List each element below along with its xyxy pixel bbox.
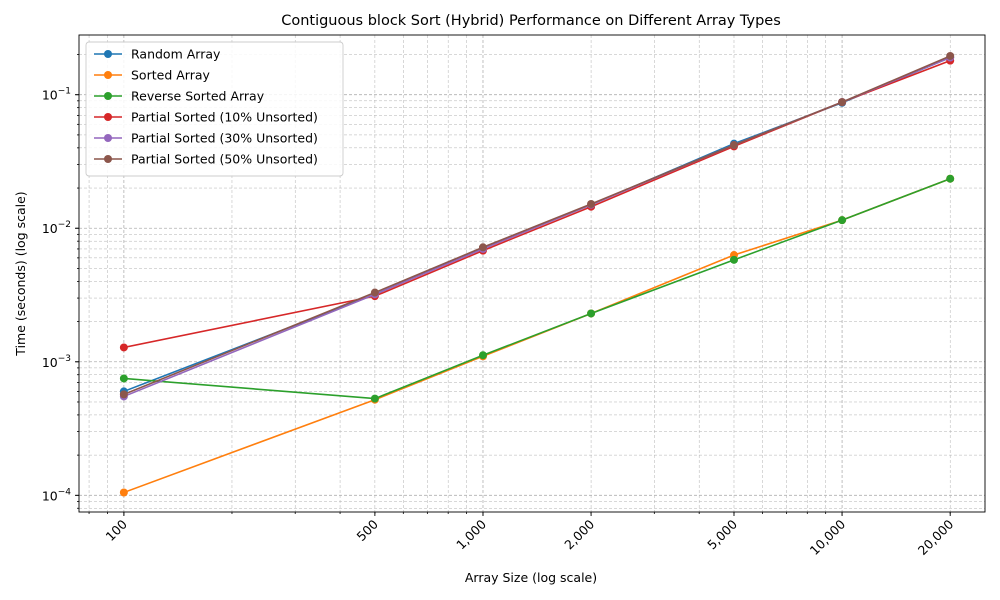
data-point	[370, 394, 379, 403]
data-point	[119, 374, 128, 383]
y-tick-label: 10−2	[42, 220, 71, 236]
legend-item-5: Partial Sorted (50% Unsorted)	[94, 152, 318, 167]
legend-marker	[104, 155, 112, 163]
legend-label: Random Array	[131, 47, 221, 62]
y-tick-exponent: −4	[58, 487, 72, 497]
data-point	[729, 141, 738, 150]
y-tick-base: 10	[42, 221, 58, 236]
legend-label: Reverse Sorted Array	[131, 89, 265, 104]
y-tick-exponent: −2	[58, 220, 71, 230]
legend-marker	[104, 92, 112, 100]
y-tick-base: 10	[42, 355, 58, 370]
x-axis-ticks: 100 500 1,000 2,000 5,000 10,000 20,000	[88, 512, 957, 558]
x-tick-label: 2,000	[561, 516, 597, 552]
series-2	[119, 174, 955, 403]
x-tick-label: 10,000	[807, 516, 849, 558]
data-point	[838, 98, 847, 107]
data-point	[838, 216, 847, 225]
legend-label: Sorted Array	[131, 68, 210, 83]
legend-marker	[104, 113, 112, 121]
y-tick-label: 10−1	[42, 87, 71, 103]
x-tick-label: 1,000	[453, 516, 489, 552]
x-tick-label: 100	[103, 516, 131, 544]
legend-box	[85, 41, 344, 177]
data-point	[587, 199, 596, 208]
data-point	[119, 390, 128, 399]
legend: Random Array Sorted Array Reverse Sorted A…	[85, 41, 344, 177]
legend-item-1: Sorted Array	[94, 68, 210, 83]
legend-item-2: Reverse Sorted Array	[94, 89, 265, 104]
legend-label: Partial Sorted (30% Unsorted)	[131, 131, 318, 146]
x-axis-label: Array Size (log scale)	[465, 570, 597, 585]
plot-series	[119, 51, 955, 497]
legend-label: Partial Sorted (50% Unsorted)	[131, 152, 318, 167]
plot-frame	[78, 34, 986, 513]
x-tick-label: 500	[354, 516, 382, 544]
legend-marker	[104, 71, 112, 79]
y-axis-label: Time (seconds) (log scale)	[13, 191, 28, 356]
series-line	[123, 177, 951, 400]
data-point	[946, 51, 955, 60]
legend-item-4: Partial Sorted (30% Unsorted)	[94, 131, 318, 146]
y-tick-exponent: −3	[58, 354, 71, 364]
y-tick-base: 10	[42, 488, 58, 503]
y-axis-ticks: 10−410−310−210−1	[42, 54, 79, 509]
data-point	[370, 288, 379, 297]
legend-item-3: Partial Sorted (10% Unsorted)	[94, 110, 318, 125]
data-point	[478, 243, 487, 252]
data-point	[946, 174, 955, 183]
series-1	[119, 174, 955, 497]
legend-item-0: Random Array	[94, 47, 221, 62]
data-point	[587, 309, 596, 318]
legend-label: Partial Sorted (10% Unsorted)	[131, 110, 318, 125]
y-tick-base: 10	[42, 88, 58, 103]
data-point	[729, 255, 738, 264]
x-tick-label: 5,000	[704, 516, 740, 552]
y-tick-exponent: −1	[58, 87, 71, 97]
data-point	[119, 343, 128, 352]
y-tick-label: 10−3	[42, 354, 71, 370]
grid	[79, 35, 985, 512]
y-tick-label: 10−4	[42, 487, 71, 503]
chart-title: Contiguous block Sort (Hybrid) Performan…	[281, 13, 781, 29]
data-point	[478, 351, 487, 360]
legend-marker	[104, 50, 112, 58]
series-5	[119, 51, 955, 399]
x-tick-label: 20,000	[915, 516, 957, 558]
data-point	[119, 488, 128, 497]
legend-marker	[104, 134, 112, 142]
